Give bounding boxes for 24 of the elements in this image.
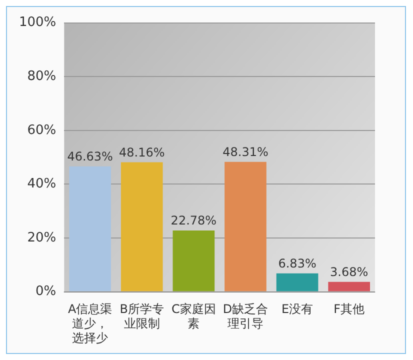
x-tick-label: C家庭因素 (171, 302, 216, 331)
y-tick-label: 100% (18, 15, 56, 30)
bar (224, 162, 266, 292)
data-label: 46.63% (67, 149, 113, 164)
bar (328, 282, 370, 292)
x-tick-label: A信息渠道少，选择少 (68, 302, 112, 345)
data-label: 3.68% (330, 265, 368, 280)
x-tick-label: F其他 (334, 302, 365, 316)
bar (120, 162, 163, 292)
x-tick-label: E没有 (281, 302, 314, 316)
bar (69, 166, 111, 292)
y-tick-label: 80% (27, 68, 56, 84)
y-tick-label: 20% (27, 230, 56, 246)
y-tick-label: 40% (27, 176, 56, 192)
x-tick-label: D缺乏合理引导 (222, 302, 268, 331)
bar (172, 230, 215, 292)
data-label: 6.83% (278, 256, 316, 271)
data-label: 48.16% (118, 145, 165, 160)
y-tick-label: 0% (36, 284, 56, 300)
y-tick-label: 60% (27, 122, 56, 138)
x-tick-label: B所学专业限制 (120, 302, 164, 331)
data-label: 22.78% (170, 214, 217, 228)
data-label: 48.31% (222, 144, 268, 159)
bar (276, 273, 318, 292)
